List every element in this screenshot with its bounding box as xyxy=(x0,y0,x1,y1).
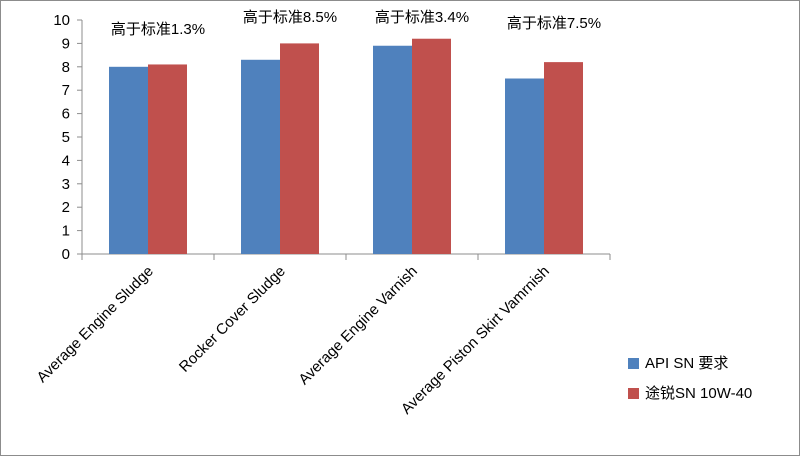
annotation-label: 高于标准7.5% xyxy=(507,15,601,32)
annotations: 高于标准1.3% 高于标准8.5% 高于标准3.4% 高于标准7.5% xyxy=(111,9,601,38)
y-tick-label: 2 xyxy=(62,199,70,216)
bar xyxy=(373,45,412,254)
bar xyxy=(412,38,451,254)
y-tick-label: 10 xyxy=(53,12,70,29)
legend-swatch xyxy=(628,358,639,369)
x-tick-label: Average Engine Varnish xyxy=(295,263,420,388)
y-tick-label: 3 xyxy=(62,176,70,193)
annotation-label: 高于标准1.3% xyxy=(111,21,205,38)
x-tick-label: Average Piston Skirt Vamrnish xyxy=(398,263,553,418)
bar xyxy=(148,64,187,255)
x-axis: Average Engine Sludge Rocker Cover Sludge… xyxy=(34,253,611,418)
legend-label: 途锐SN 10W-40 xyxy=(645,385,752,402)
bar xyxy=(109,66,148,254)
bar xyxy=(544,62,583,255)
y-tick-label: 5 xyxy=(62,129,70,146)
x-tick-label: Rocker Cover Sludge xyxy=(176,263,289,376)
y-tick-label: 1 xyxy=(62,223,70,240)
bar xyxy=(280,43,319,255)
y-tick-label: 4 xyxy=(62,152,70,169)
bar xyxy=(505,78,544,254)
y-tick-label: 9 xyxy=(62,35,70,52)
bars xyxy=(109,38,583,255)
y-tick-label: 7 xyxy=(62,82,70,99)
legend-swatch xyxy=(628,388,639,399)
annotation-label: 高于标准8.5% xyxy=(243,9,337,26)
y-tick-label: 0 xyxy=(62,246,70,263)
annotation-label: 高于标准3.4% xyxy=(375,9,469,26)
y-tick-label: 8 xyxy=(62,59,70,76)
y-tick-label: 6 xyxy=(62,106,70,123)
x-tick-label: Average Engine Sludge xyxy=(34,263,157,386)
y-axis: 0 1 2 3 4 5 6 7 8 9 10 xyxy=(53,12,83,263)
bar xyxy=(241,59,280,254)
legend-label: API SN 要求 xyxy=(645,355,728,372)
